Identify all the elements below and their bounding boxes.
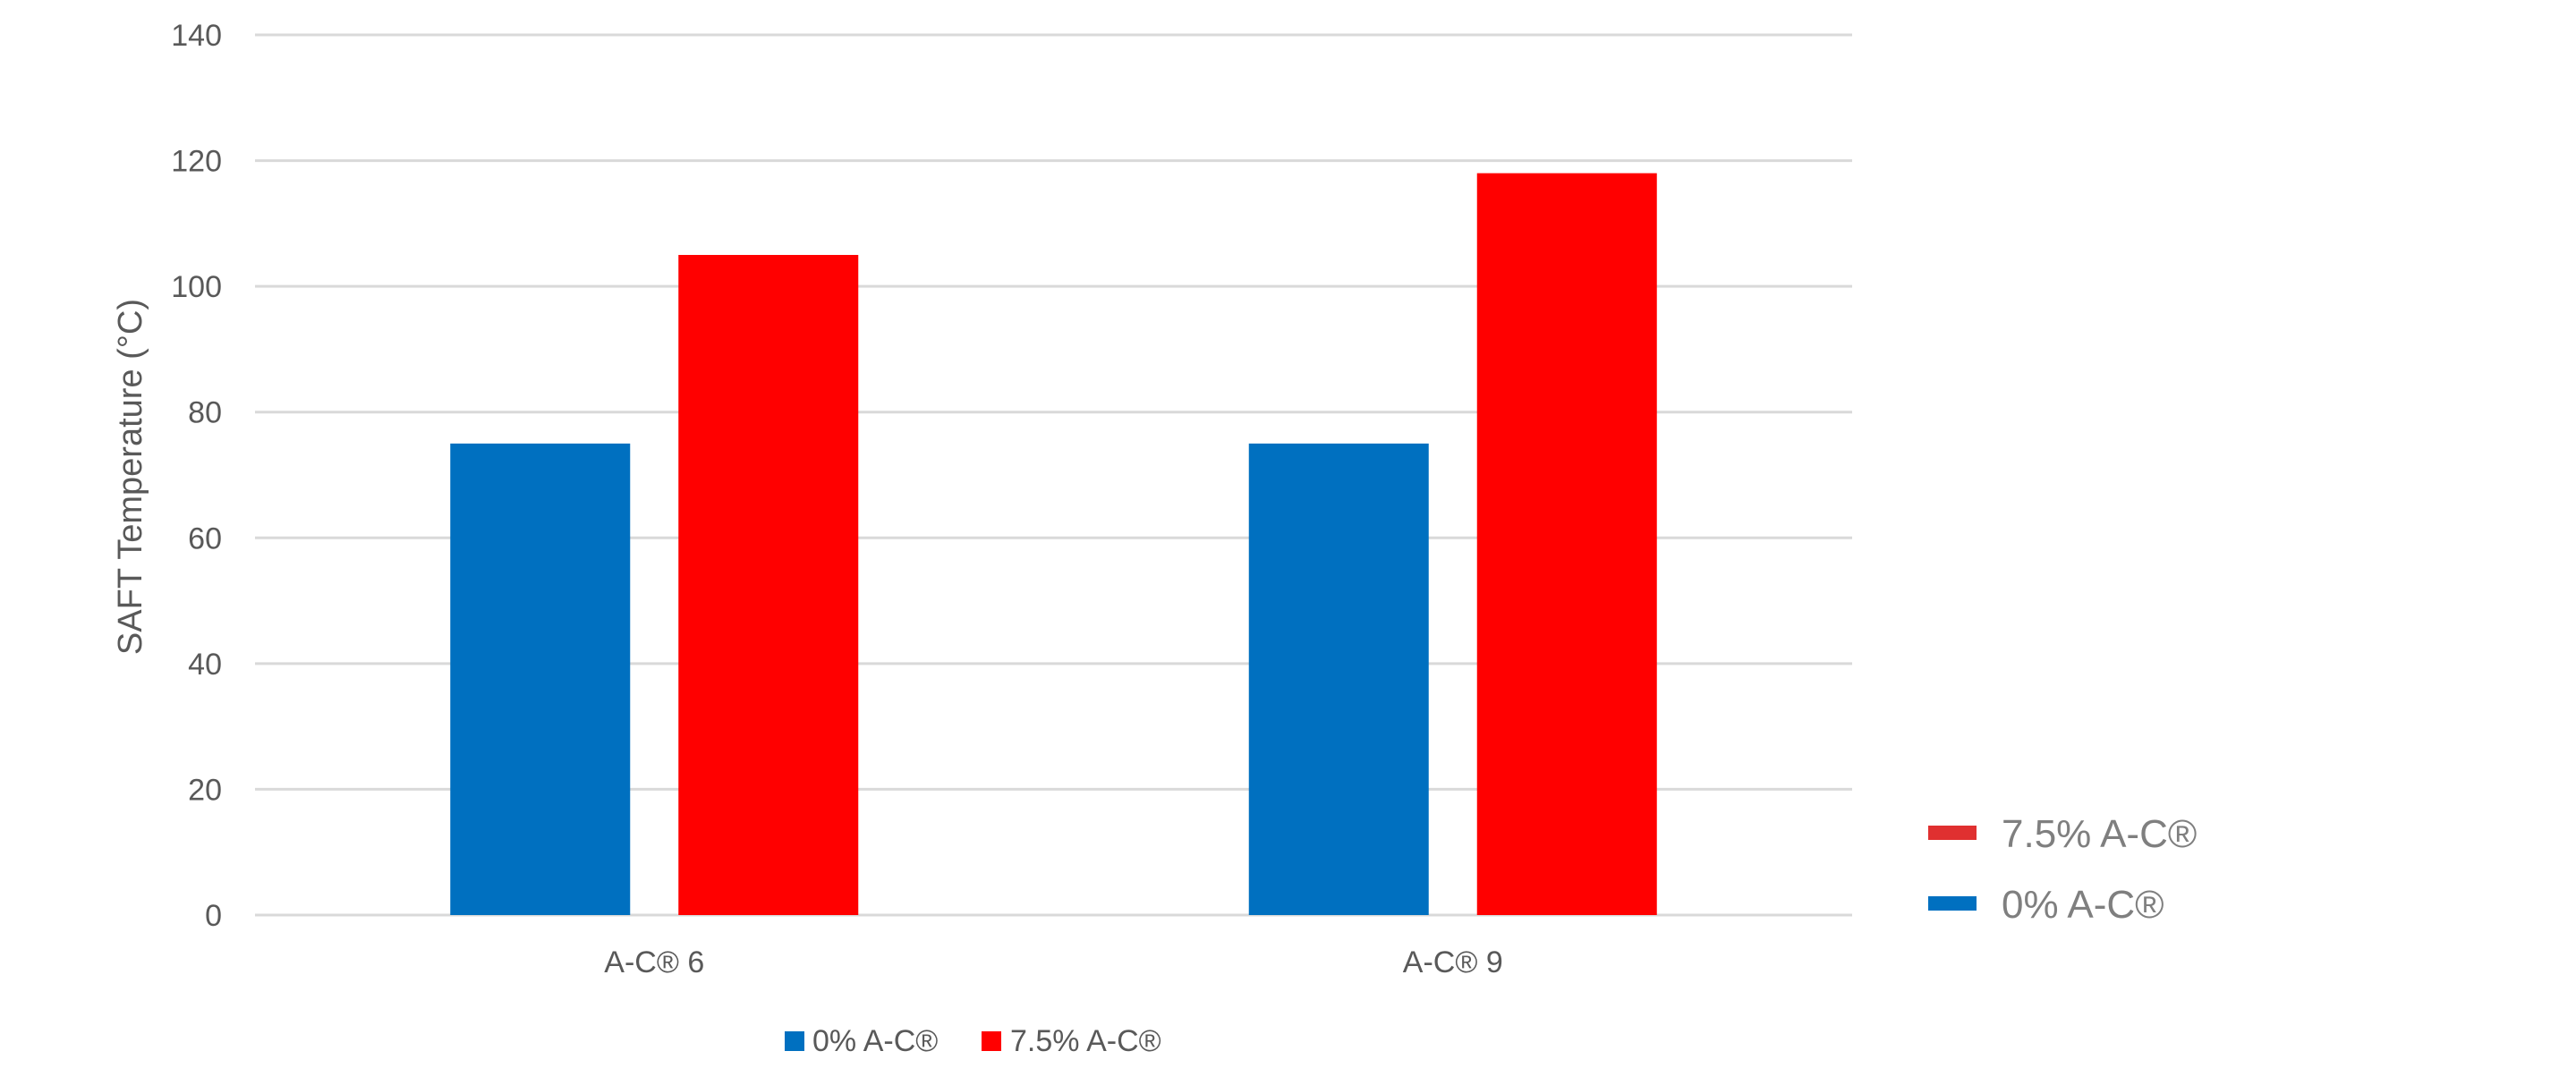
bars xyxy=(450,173,1657,916)
y-axis-title: SAFT Temperature (°C) xyxy=(112,299,149,655)
legend-swatch xyxy=(785,1031,804,1051)
y-tick-label: 100 xyxy=(171,270,222,304)
x-tick-label: A-C® 6 xyxy=(604,945,704,979)
side-legend-label: 7.5% A-C® xyxy=(2002,812,2197,856)
legend-label: 7.5% A-C® xyxy=(1010,1024,1161,1058)
y-tick-label: 60 xyxy=(188,521,222,555)
bar-series-1-1 xyxy=(1476,173,1657,916)
legend-label: 0% A-C® xyxy=(812,1024,938,1058)
y-tick-label: 140 xyxy=(171,19,222,53)
legend: 0% A-C® 7.5% A-C® xyxy=(785,1024,1161,1058)
bar-series-1-0 xyxy=(678,255,859,915)
x-axis-ticks: A-C® 6 A-C® 9 xyxy=(604,945,1502,979)
x-tick-label: A-C® 9 xyxy=(1403,945,1503,979)
legend-swatch xyxy=(982,1031,1001,1051)
y-tick-label: 120 xyxy=(171,145,222,179)
y-tick-label: 80 xyxy=(188,396,222,430)
y-tick-label: 40 xyxy=(188,648,222,682)
y-tick-label: 0 xyxy=(205,899,222,933)
bar-series-0-1 xyxy=(1248,443,1429,915)
bar-series-0-0 xyxy=(450,443,631,915)
y-tick-label: 20 xyxy=(188,773,222,807)
side-legend: 7.5% A-C® 0% A-C® xyxy=(1928,812,2197,927)
side-legend-line xyxy=(1928,826,1977,840)
side-legend-line xyxy=(1928,896,1977,911)
y-axis-ticks: 0 20 40 60 80 100 120 140 xyxy=(171,19,222,933)
side-legend-label: 0% A-C® xyxy=(2002,883,2164,927)
